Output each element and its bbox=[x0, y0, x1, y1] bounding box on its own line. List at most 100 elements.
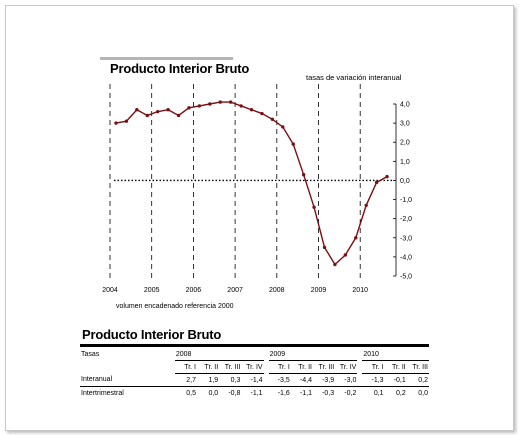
table-year-header: 2010 bbox=[362, 348, 429, 361]
data-point bbox=[249, 108, 254, 112]
x-tick-label: 2008 bbox=[269, 287, 285, 294]
x-tick-label: 2007 bbox=[227, 287, 243, 294]
data-point bbox=[270, 117, 275, 121]
table-header-label: Tasas bbox=[81, 350, 100, 358]
y-tick-label: 0,0 bbox=[400, 178, 410, 185]
y-tick-label: 3,0 bbox=[400, 121, 410, 128]
data-point bbox=[197, 104, 202, 108]
x-tick-label: 2005 bbox=[144, 287, 160, 294]
table-year-row: Tasas 2008 2009 2010 bbox=[80, 348, 429, 361]
table-quarter-header: Tr. III bbox=[219, 360, 242, 374]
table-gap bbox=[263, 373, 269, 387]
table-row-label: Intertrimestral bbox=[81, 389, 124, 397]
y-axis: 4,0 3,0 2,0 1,0 0,0 -1,0 -2,0 -3,0 -4,0 -5,0 bbox=[393, 102, 412, 281]
y-tick-label: -3,0 bbox=[400, 235, 412, 242]
table-cell: 0,2 bbox=[406, 373, 429, 387]
table-quarter-header: Tr. III bbox=[406, 360, 429, 374]
table-empty-cell bbox=[80, 361, 175, 374]
data-point bbox=[260, 111, 264, 116]
table-cell: -0,2 bbox=[344, 389, 357, 397]
data-point bbox=[301, 173, 306, 177]
table-row: Interanual 2,7 1,9 0,3 -1,4 -3,5 -4,4 -3,9 -3,0-… bbox=[80, 373, 429, 387]
table-cell: -1,1 bbox=[250, 389, 263, 397]
data-point bbox=[343, 253, 348, 257]
data-point bbox=[114, 121, 118, 125]
table-quarter-header: Tr. I bbox=[268, 360, 291, 374]
table-cell: -3,0 bbox=[335, 373, 358, 387]
table-cell: 0,2 bbox=[396, 389, 406, 397]
y-tick-label: -4,0 bbox=[400, 254, 412, 261]
table-quarter-header: Tr. I bbox=[174, 360, 197, 374]
table-cell: 0,0 bbox=[208, 389, 219, 397]
table-quarter-header: Tr. IV bbox=[241, 360, 264, 374]
x-tick-label: 2004 bbox=[102, 287, 118, 294]
data-point bbox=[239, 104, 243, 108]
table-cell: -0,1 bbox=[384, 373, 407, 387]
table-cell: -1,3 bbox=[362, 373, 385, 387]
chart-series bbox=[114, 100, 389, 267]
data-table: Tasas 2008 2009 2010 Tr. I Tr. II Tr. III Tr. I… bbox=[80, 348, 429, 399]
x-tick-label: 2009 bbox=[311, 287, 327, 294]
table-quarter-header: Tr. II bbox=[290, 360, 313, 374]
data-point bbox=[156, 109, 160, 114]
table-cell: -0,8 bbox=[228, 389, 241, 397]
table-cell: -3,9 bbox=[312, 373, 336, 387]
title-underline bbox=[100, 57, 233, 60]
y-tick-label: 4,0 bbox=[400, 102, 410, 109]
data-point bbox=[354, 236, 358, 240]
data-point bbox=[364, 203, 368, 207]
x-axis-labels: 2004 2005 2006 2007 2008 2009 2010 bbox=[102, 287, 368, 294]
table-quarter-row: Tr. I Tr. II Tr. III Tr. IV Tr. I Tr. II Tr. I… bbox=[80, 360, 429, 374]
table-title: Producto Interior Bruto bbox=[82, 327, 222, 342]
table-year-header: 2009 bbox=[268, 348, 358, 361]
table-cell: 0,0 bbox=[418, 389, 428, 397]
table-year-header: 2008 bbox=[174, 348, 264, 361]
data-point bbox=[124, 119, 129, 123]
table-row: Intertrimestral 0,5 0,0 -0,8 -1,1 -1,6 -1,1 -0,… bbox=[80, 387, 429, 400]
data-point bbox=[333, 262, 337, 267]
table-cell: -3,5 bbox=[268, 373, 291, 387]
data-point bbox=[176, 113, 181, 118]
data-point bbox=[135, 108, 139, 112]
table-quarter-header: Tr. IV bbox=[335, 360, 358, 374]
table-cell: -0,3 bbox=[322, 389, 335, 397]
table-quarter-header: Tr. II bbox=[384, 360, 407, 374]
table-cell: 0,1 bbox=[373, 389, 384, 397]
y-tick-label: -1,0 bbox=[400, 197, 412, 204]
y-tick-label: -2,0 bbox=[400, 216, 412, 223]
y-tick-label: 1,0 bbox=[400, 159, 410, 166]
table-quarter-header: Tr. I bbox=[362, 360, 385, 374]
x-tick-label: 2010 bbox=[352, 287, 368, 294]
table-cell: -1,1 bbox=[299, 389, 312, 397]
chart-footnote: volumen encadenado referencia 2000 bbox=[116, 303, 234, 310]
data-point bbox=[145, 113, 149, 118]
data-point bbox=[291, 142, 295, 146]
x-tick-label: 2006 bbox=[186, 287, 202, 294]
table-quarter-header: Tr. II bbox=[197, 360, 220, 374]
chart-title: Producto Interior Bruto bbox=[110, 61, 250, 76]
data-point bbox=[385, 174, 389, 179]
data-point bbox=[312, 205, 316, 209]
table-cell: 1,9 bbox=[197, 373, 220, 387]
table-cell: 2,7 bbox=[174, 373, 197, 387]
table-cell: 0,3 bbox=[219, 373, 242, 387]
data-point bbox=[187, 106, 191, 110]
chart-subtitle: tasas de variación interanual bbox=[306, 73, 402, 82]
chart-grid bbox=[109, 84, 392, 278]
data-point bbox=[374, 180, 379, 185]
y-tick-label: 2,0 bbox=[400, 140, 410, 147]
data-point bbox=[322, 245, 327, 250]
y-tick-label: -5,0 bbox=[400, 274, 412, 281]
data-point bbox=[281, 125, 285, 129]
table-cell: -4,4 bbox=[290, 373, 313, 387]
table-gap bbox=[357, 373, 363, 387]
data-point bbox=[208, 102, 212, 106]
table-quarter-header: Tr. III bbox=[312, 360, 336, 374]
table-cell: -1,4 bbox=[241, 373, 264, 387]
table-top-rule bbox=[80, 344, 429, 347]
data-point bbox=[228, 100, 233, 104]
table-row-label: Interanual bbox=[80, 373, 175, 387]
table-cell: 0,5 bbox=[186, 389, 196, 397]
series-line bbox=[115, 101, 388, 266]
